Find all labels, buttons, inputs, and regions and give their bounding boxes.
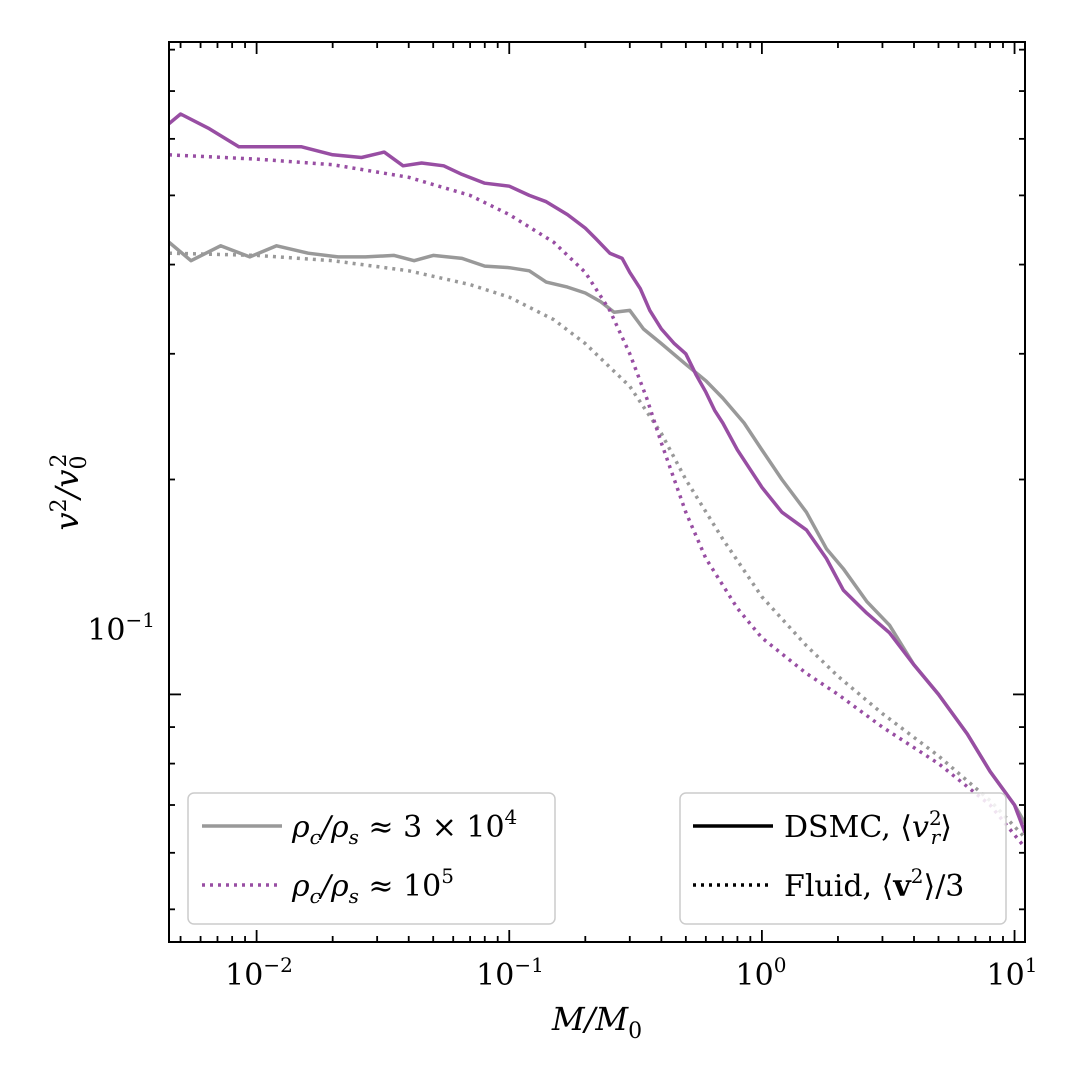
- legend-left-label-0: ρc/ρs ≈ 3 × 104: [291, 805, 517, 849]
- x-tick-label-2: 100: [736, 953, 787, 993]
- series-layer: [169, 112, 1025, 849]
- series-line-1: [169, 251, 1025, 839]
- x-tick-label-3: 101: [987, 953, 1038, 993]
- x-axis-label: M/M0: [551, 1000, 642, 1044]
- series-line-3: [169, 153, 1025, 849]
- y-tick-label-0: 10−1: [87, 608, 155, 648]
- legend-right: DSMC, ⟨v2 r⟩ Fluid, ⟨v2⟩/3: [679, 792, 1007, 925]
- x-tick-label-0: 10−2: [225, 953, 293, 993]
- legend-left: ρc/ρs ≈ 3 × 104 ρc/ρs ≈ 105: [187, 792, 556, 925]
- legend-left-label-1: ρc/ρs ≈ 105: [291, 864, 454, 908]
- series-line-0: [169, 240, 1025, 825]
- plot-frame: [168, 41, 1026, 943]
- legend-right-label-0: DSMC, ⟨v2 r⟩: [784, 806, 952, 849]
- legend-right-label-1: Fluid, ⟨v2⟩/3: [784, 864, 964, 904]
- x-tick-label-1: 10−1: [476, 953, 544, 993]
- series-line-2: [169, 112, 1025, 834]
- y-axis-label: v2/v02: [47, 454, 92, 531]
